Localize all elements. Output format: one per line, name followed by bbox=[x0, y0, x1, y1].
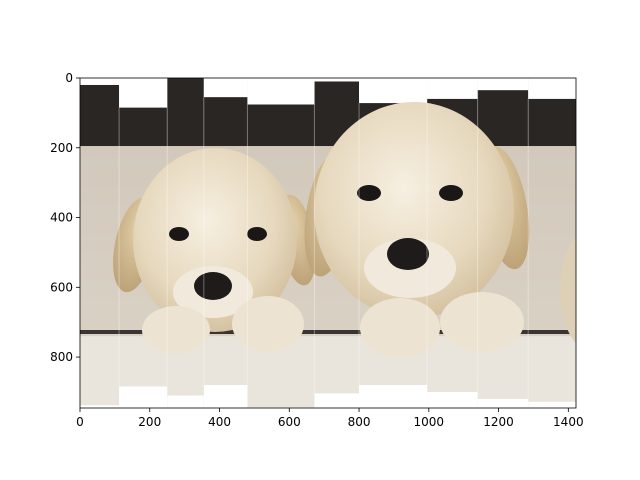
strip-top-gap bbox=[359, 78, 428, 104]
left-puppy-nose bbox=[194, 272, 232, 300]
x-tick-label: 600 bbox=[278, 415, 301, 429]
strip-shelf bbox=[528, 98, 576, 147]
x-tick-label: 200 bbox=[138, 415, 161, 429]
right-puppy-nose bbox=[387, 238, 429, 270]
y-axis: 0 200 400 600 800 bbox=[50, 71, 80, 364]
image-strip bbox=[119, 78, 168, 408]
x-tick-label: 1200 bbox=[483, 415, 514, 429]
strip-top-gap bbox=[119, 78, 168, 108]
image-strip bbox=[314, 78, 360, 408]
puppies-image bbox=[80, 102, 576, 358]
strip-top-gap bbox=[203, 78, 248, 98]
strip-ledge bbox=[203, 336, 248, 385]
image-strip bbox=[80, 78, 120, 408]
strip-top-gap bbox=[427, 78, 478, 99]
x-axis: 0 200 400 600 800 1000 1200 1400 bbox=[76, 408, 584, 429]
right-puppy-paw-right bbox=[440, 292, 524, 352]
strip-shelf bbox=[167, 78, 204, 147]
strip-bottom-gap bbox=[203, 384, 248, 408]
partial-puppy-edge bbox=[560, 236, 576, 344]
strip-seams bbox=[118, 78, 529, 408]
ledge-edge bbox=[80, 330, 576, 334]
image-strip bbox=[203, 78, 248, 408]
y-tick-label: 200 bbox=[50, 141, 73, 155]
strip-bottom-gap bbox=[119, 386, 168, 408]
strip-shelf bbox=[247, 104, 315, 147]
y-tick-label: 400 bbox=[50, 211, 73, 225]
strip-bottom-gap bbox=[80, 405, 120, 408]
x-tick-label: 1400 bbox=[553, 415, 584, 429]
x-tick-label: 400 bbox=[208, 415, 231, 429]
left-puppy-eye-right bbox=[247, 227, 267, 241]
y-tick-label: 800 bbox=[50, 350, 73, 364]
strip-ledge bbox=[528, 336, 576, 402]
x-tick-label: 800 bbox=[348, 415, 371, 429]
right-puppy bbox=[304, 102, 530, 358]
strip-top-gap bbox=[80, 78, 120, 85]
right-puppy-eye-left bbox=[357, 185, 381, 201]
strip-ledge bbox=[314, 336, 360, 394]
image-strip bbox=[528, 78, 576, 408]
left-puppy bbox=[113, 148, 316, 354]
left-puppy-paw-left bbox=[142, 306, 210, 354]
x-tick-label: 1000 bbox=[414, 415, 445, 429]
axes-frame bbox=[79, 77, 577, 409]
left-puppy-head bbox=[133, 148, 297, 332]
strip-top-gap bbox=[528, 78, 576, 99]
strip-bottom-gap bbox=[427, 391, 478, 408]
strip-shelf bbox=[80, 84, 120, 147]
x-tick-label: 0 bbox=[76, 415, 84, 429]
strip-top-gap bbox=[314, 78, 360, 82]
strip-bottom-gap bbox=[314, 393, 360, 408]
strip-top-gap bbox=[247, 78, 315, 105]
strip-bottom-gap bbox=[167, 395, 204, 408]
right-puppy-eye-right bbox=[439, 185, 463, 201]
strip-bottom-gap bbox=[528, 401, 576, 408]
strip-shelf bbox=[119, 107, 168, 147]
y-tick-label: 0 bbox=[65, 71, 73, 85]
strip-shelf bbox=[203, 97, 248, 147]
strip-ledge bbox=[80, 336, 120, 406]
strip-bottom-gap bbox=[477, 398, 529, 408]
strip-top-gap bbox=[477, 78, 529, 91]
right-puppy-paw-left bbox=[360, 298, 440, 358]
right-puppy-head bbox=[314, 102, 514, 318]
left-puppy-paw-right bbox=[232, 296, 304, 352]
strip-bottom-gap bbox=[359, 384, 428, 408]
left-puppy-eye-left bbox=[169, 227, 189, 241]
y-tick-label: 600 bbox=[50, 280, 73, 294]
